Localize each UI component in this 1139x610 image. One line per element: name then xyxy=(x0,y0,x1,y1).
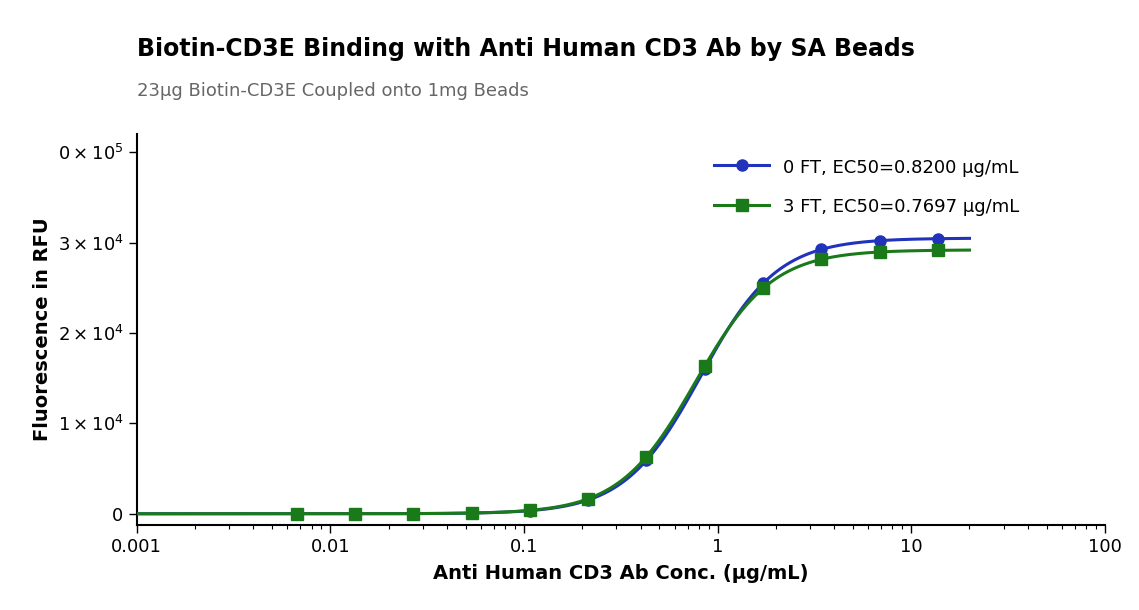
Y-axis label: Fluorescence in RFU: Fluorescence in RFU xyxy=(33,218,52,441)
X-axis label: Anti Human CD3 Ab Conc. (μg/mL): Anti Human CD3 Ab Conc. (μg/mL) xyxy=(433,564,809,583)
Text: 23μg Biotin-CD3E Coupled onto 1mg Beads: 23μg Biotin-CD3E Coupled onto 1mg Beads xyxy=(137,82,528,101)
Legend: 0 FT, EC50=0.8200 μg/mL, 3 FT, EC50=0.7697 μg/mL: 0 FT, EC50=0.8200 μg/mL, 3 FT, EC50=0.76… xyxy=(707,151,1026,224)
Text: Biotin-CD3E Binding with Anti Human CD3 Ab by SA Beads: Biotin-CD3E Binding with Anti Human CD3 … xyxy=(137,37,915,60)
